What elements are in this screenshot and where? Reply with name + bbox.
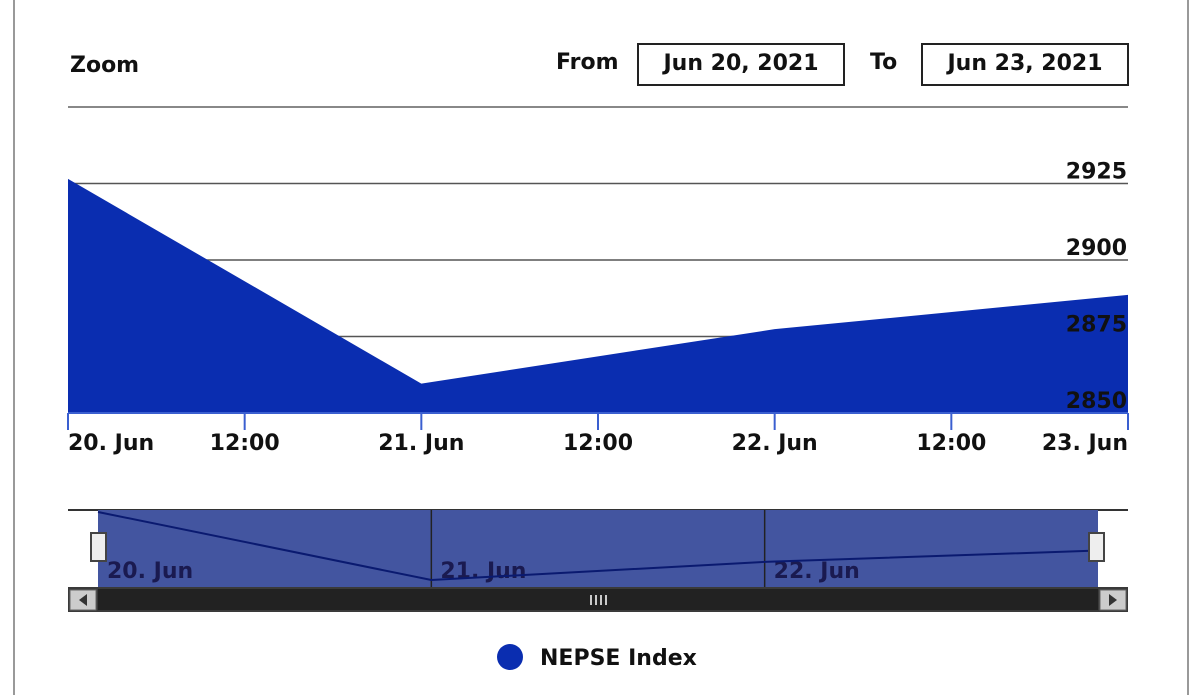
x-tick-label: 23. Jun	[1042, 431, 1128, 456]
x-tick-label: 21. Jun	[378, 431, 464, 456]
from-value[interactable]: Jun 20, 2021	[661, 51, 818, 76]
scroll-left-arrow	[79, 594, 87, 606]
area	[68, 178, 1128, 413]
navigator-line	[97, 511, 1099, 582]
x-tick-label: 22. Jun	[732, 431, 818, 456]
navigator-mask[interactable]	[98, 510, 1098, 587]
navigator-label: 22. Jun	[774, 559, 860, 584]
to-input[interactable]	[921, 43, 1129, 86]
y-tick-label: 2925	[1066, 160, 1127, 185]
scroll-grip	[590, 595, 607, 605]
from-input[interactable]	[637, 43, 845, 86]
y-tick-label: 2900	[1066, 236, 1127, 261]
x-tick-label: 12:00	[210, 431, 280, 456]
navigator-handle-left[interactable]	[90, 532, 107, 562]
from-label: From	[556, 50, 619, 75]
x-tick-label: 12:00	[916, 431, 986, 456]
navigator	[68, 509, 1128, 612]
y-tick-label: 2875	[1066, 313, 1127, 338]
scroll-right-arrow	[1109, 594, 1117, 606]
to-label: To	[870, 50, 897, 75]
navigator-label: 21. Jun	[440, 559, 526, 584]
legend-marker[interactable]	[497, 644, 523, 670]
navigator-label: 20. Jun	[107, 559, 193, 584]
zoom-label: Zoom	[70, 53, 139, 78]
x-tick-label: 12:00	[563, 431, 633, 456]
navigator-handle-right[interactable]	[1088, 532, 1105, 562]
y-tick-label: 2850	[1066, 389, 1127, 414]
to-value[interactable]: Jun 23, 2021	[945, 51, 1102, 76]
scrollbar-thumb[interactable]	[98, 589, 1098, 610]
x-tick-label: 20. Jun	[68, 431, 154, 456]
legend-label[interactable]: NEPSE Index	[540, 646, 697, 671]
